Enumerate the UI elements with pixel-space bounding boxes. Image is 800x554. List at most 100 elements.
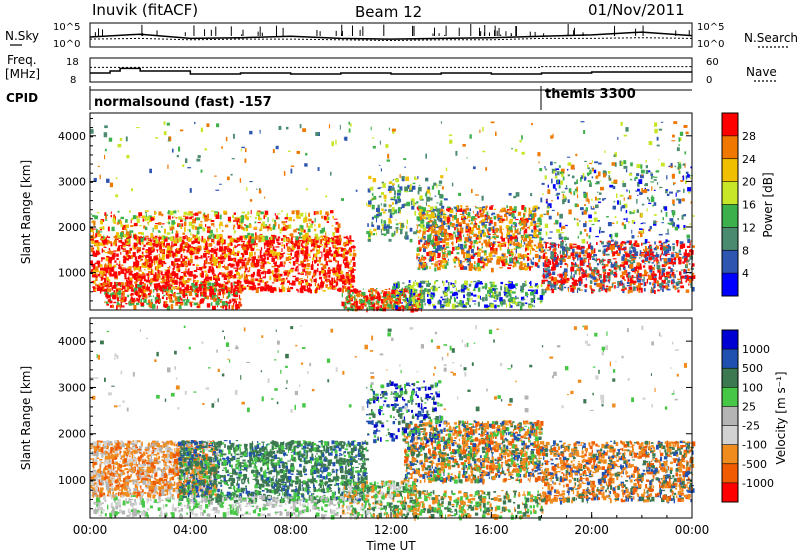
power-echo-cell bbox=[456, 237, 460, 242]
power-echo-cell bbox=[253, 262, 258, 268]
power-echo-cell bbox=[297, 278, 301, 280]
power-echo-cell bbox=[691, 275, 696, 279]
power-echo-cell bbox=[495, 235, 499, 239]
power-echo-cell bbox=[251, 256, 253, 259]
power-echo-cell bbox=[688, 249, 692, 253]
power-echo-cell bbox=[104, 277, 107, 283]
power-echo-cell bbox=[328, 274, 331, 278]
power-echo-cell bbox=[210, 247, 214, 253]
nave-tick-right-top: 60 bbox=[706, 57, 719, 68]
power-echo-cell bbox=[166, 272, 170, 275]
power-echo-cell bbox=[528, 210, 532, 215]
power-echo-cell bbox=[221, 301, 226, 306]
power-echo-cell bbox=[350, 307, 353, 309]
power-echo-cell bbox=[240, 224, 243, 228]
power-echo-cell bbox=[393, 283, 396, 289]
power-echo-cell bbox=[668, 273, 670, 277]
power-echo-cell bbox=[519, 305, 523, 310]
power-echo-cell bbox=[162, 284, 165, 288]
power-echo-cell bbox=[344, 301, 347, 306]
power-echo-cell bbox=[524, 283, 527, 286]
power-echo-cell bbox=[471, 254, 475, 258]
power-echo-cell bbox=[265, 262, 269, 264]
power-echo-cell bbox=[313, 245, 317, 248]
power-echo-cell bbox=[341, 274, 345, 276]
power-echo-cell bbox=[411, 305, 413, 309]
power-echo-cell bbox=[506, 216, 508, 221]
power-echo-cell bbox=[114, 281, 117, 287]
power-echo-cell bbox=[480, 230, 484, 234]
power-echo-cell bbox=[597, 279, 599, 282]
power-echo-cell bbox=[314, 224, 316, 227]
power-echo-cell bbox=[642, 278, 644, 283]
power-echo-cell bbox=[461, 261, 465, 263]
power-echo-cell bbox=[420, 306, 422, 312]
power-echo-cell bbox=[375, 289, 378, 294]
power-echo-cell bbox=[683, 252, 688, 258]
power-echo-cell bbox=[176, 262, 179, 266]
power-echo-cell bbox=[311, 275, 314, 279]
power-echo-cell bbox=[103, 246, 107, 248]
power-echo-cell bbox=[440, 225, 443, 227]
power-echo-cell bbox=[496, 256, 501, 259]
power-echo-cell bbox=[513, 226, 516, 228]
power-echo-cell bbox=[434, 267, 437, 272]
power-echo-cell bbox=[129, 230, 134, 233]
power-echo-cell bbox=[225, 305, 228, 310]
power-echo-cell bbox=[623, 241, 626, 244]
power-echo-cell bbox=[518, 265, 523, 270]
power-echo-cell bbox=[368, 305, 371, 307]
power-echo-cell bbox=[306, 267, 310, 270]
power-echo-cell bbox=[463, 252, 467, 254]
power-echo-cell bbox=[414, 298, 417, 301]
power-echo-cell bbox=[202, 283, 207, 288]
power-echo-cell bbox=[142, 289, 145, 292]
power-echo-cell bbox=[459, 213, 464, 215]
power-echo-cell bbox=[92, 247, 95, 250]
power-echo-cell bbox=[439, 264, 442, 267]
power-echo-cell bbox=[411, 284, 416, 287]
power-echo-cell bbox=[324, 245, 326, 249]
power-echo-cell bbox=[319, 251, 323, 253]
power-echo-cell bbox=[497, 243, 501, 247]
power-echo-cell bbox=[421, 254, 424, 258]
power-echo-cell bbox=[512, 233, 516, 237]
power-echo-cell bbox=[223, 274, 225, 277]
power-echo-cell bbox=[642, 274, 645, 277]
power-echo-cell bbox=[244, 271, 247, 273]
power-echo-cell bbox=[239, 291, 243, 294]
power-echo-cell bbox=[327, 237, 329, 241]
power-echo-cell bbox=[495, 240, 497, 243]
power-echo-cell bbox=[583, 258, 587, 260]
power-echo-cell bbox=[482, 218, 486, 222]
power-echo-cell bbox=[338, 234, 342, 239]
power-echo-cell bbox=[677, 280, 682, 283]
power-echo-cell bbox=[281, 242, 283, 244]
power-echo-cell bbox=[201, 270, 204, 276]
power-echo-cell bbox=[260, 254, 264, 257]
power-echo-cell bbox=[445, 208, 450, 211]
power-echo-cell bbox=[373, 297, 378, 300]
power-echo-cell bbox=[231, 258, 234, 261]
power-echo-cell bbox=[307, 228, 311, 233]
power-echo-cell bbox=[268, 244, 272, 248]
power-echo-cell bbox=[443, 209, 445, 212]
power-echo-cell bbox=[682, 256, 684, 260]
power-echo-cell bbox=[182, 293, 185, 297]
power-echo-cell bbox=[438, 226, 443, 232]
power-echo-cell bbox=[462, 219, 466, 224]
power-echo-cell bbox=[191, 282, 195, 288]
power-echo-cell bbox=[123, 296, 127, 301]
power-echo-cell bbox=[167, 215, 171, 220]
power-echo-cell bbox=[624, 246, 626, 248]
power-echo-cell bbox=[521, 254, 524, 259]
power-echo-cell bbox=[254, 251, 256, 256]
power-echo-cell bbox=[333, 253, 337, 258]
power-echo-cell bbox=[175, 233, 179, 238]
power-echo-cell bbox=[169, 225, 171, 230]
power-echo-cell bbox=[571, 263, 573, 269]
power-echo-cell bbox=[259, 234, 264, 239]
power-echo-cell bbox=[175, 238, 177, 244]
power-echo-cell bbox=[343, 251, 347, 254]
power-echo-cell bbox=[496, 296, 499, 300]
